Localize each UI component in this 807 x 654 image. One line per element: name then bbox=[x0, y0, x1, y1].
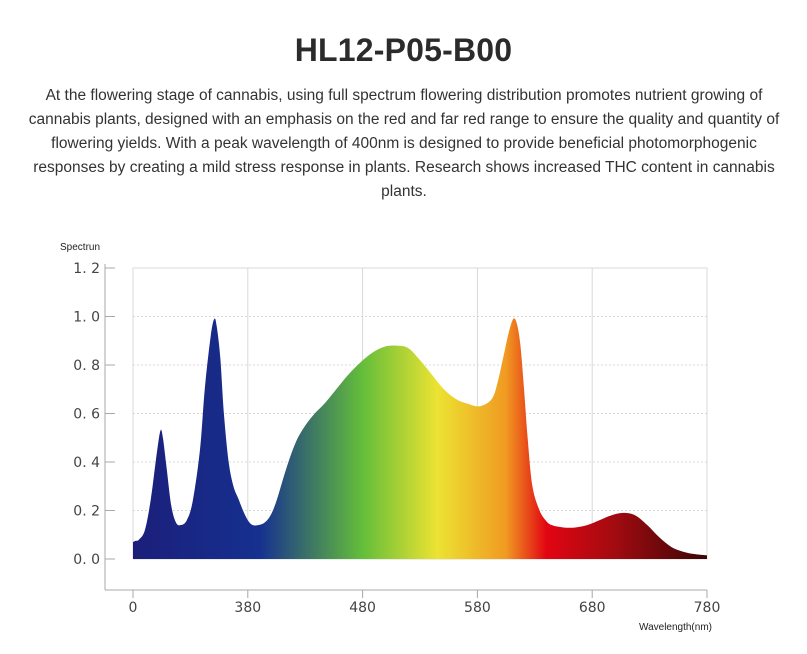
y-tick-label: 0. 2 bbox=[73, 504, 100, 520]
page-description: At the flowering stage of cannabis, usin… bbox=[28, 87, 780, 200]
x-axis: 0 380 480 580 680 780 bbox=[105, 589, 721, 616]
spectrum-area bbox=[133, 318, 707, 559]
y-tick-label: 1. 0 bbox=[73, 310, 100, 326]
y-tick-label: 0. 6 bbox=[73, 407, 100, 423]
y-tick-label: 1. 2 bbox=[73, 261, 100, 277]
page-title: HL12-P05-B00 bbox=[294, 32, 513, 68]
x-axis-label: Wavelength(nm) bbox=[639, 622, 712, 633]
x-tick-label: 780 bbox=[694, 600, 721, 616]
x-tick-label: 380 bbox=[234, 600, 261, 616]
x-tick-label: 580 bbox=[464, 600, 491, 616]
x-tick-label: 0 bbox=[129, 600, 138, 616]
y-tick-label: 0. 4 bbox=[73, 455, 100, 471]
y-tick-label: 0. 8 bbox=[73, 358, 100, 374]
x-tick-label: 680 bbox=[579, 600, 606, 616]
y-axis-label: Spectrun bbox=[60, 242, 100, 253]
x-tick-label: 480 bbox=[349, 600, 376, 616]
y-tick-label: 0. 0 bbox=[73, 552, 100, 568]
y-axis: 0. 0 0. 2 0. 4 0. 6 0. 8 1. 0 1. 2 bbox=[73, 261, 115, 590]
